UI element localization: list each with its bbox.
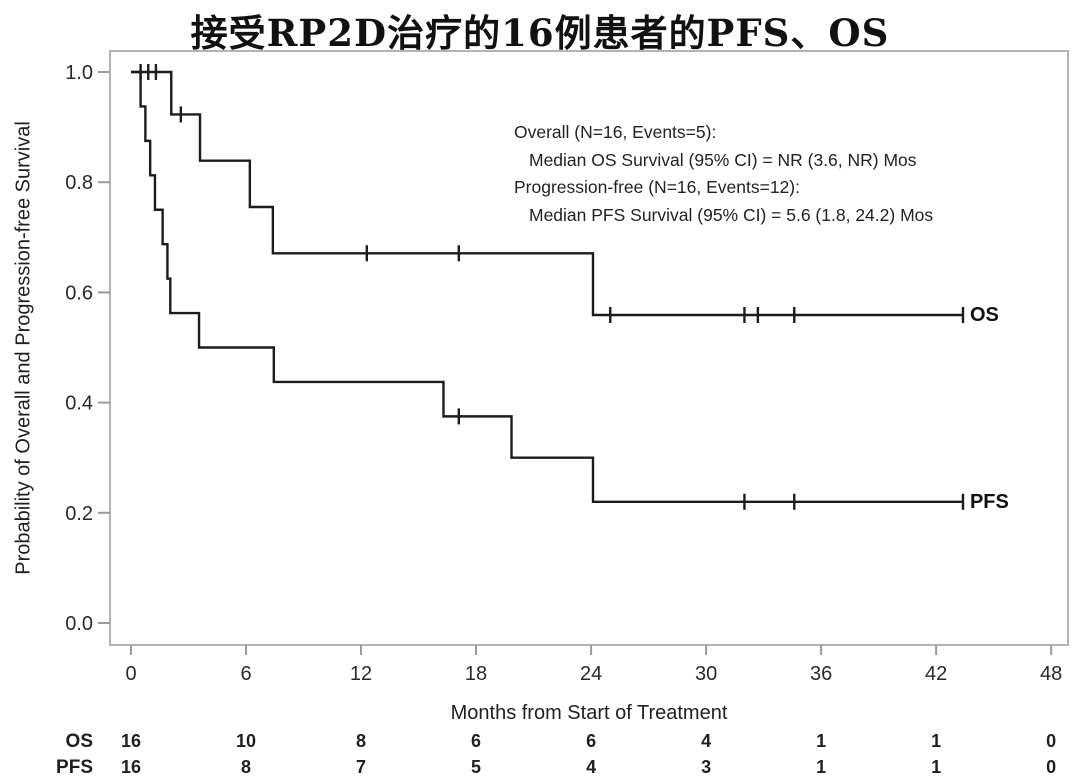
at-risk-count: 0 <box>1046 757 1056 777</box>
y-tick-label: 0.0 <box>65 613 93 635</box>
at-risk-count: 10 <box>236 731 256 751</box>
annotation-os-median: Median OS Survival (95% CI) = NR (3.6, N… <box>529 149 917 170</box>
x-axis-title: Months from Start of Treatment <box>450 702 728 724</box>
x-tick-label: 42 <box>925 663 947 685</box>
os-curve-label: OS <box>969 303 999 326</box>
x-tick-label: 18 <box>465 663 487 685</box>
at-risk-count: 3 <box>701 757 711 777</box>
y-tick-label: 0.2 <box>65 503 93 525</box>
annotation-os-header: Overall (N=16, Events=5): <box>514 122 717 142</box>
at-risk-count: 16 <box>121 731 141 751</box>
at-risk-count: 4 <box>701 731 711 751</box>
at-risk-count: 1 <box>931 731 941 751</box>
x-tick-label: 48 <box>1040 663 1062 685</box>
x-tick-label: 36 <box>810 663 832 685</box>
stats-annotation: Overall (N=16, Events=5): Median OS Surv… <box>514 119 933 229</box>
y-tick-label: 0.8 <box>65 172 93 194</box>
at-risk-count: 4 <box>586 757 596 777</box>
at-risk-row-label: OS <box>66 731 93 752</box>
at-risk-row-label: PFS <box>56 757 93 778</box>
at-risk-count: 16 <box>121 757 141 777</box>
y-tick-label: 1.0 <box>65 62 93 84</box>
at-risk-count: 1 <box>931 757 941 777</box>
at-risk-count: 1 <box>816 757 826 777</box>
chart-title: 接受RP2D治疗的16例患者的PFS、OS <box>190 11 890 55</box>
annotation-pfs-header: Progression-free (N=16, Events=12): <box>514 177 800 197</box>
at-risk-count: 1 <box>816 731 826 751</box>
at-risk-count: 5 <box>471 757 481 777</box>
x-tick-label: 12 <box>350 663 372 685</box>
at-risk-count: 6 <box>586 731 596 751</box>
at-risk-count: 8 <box>241 757 251 777</box>
y-tick-label: 0.6 <box>65 282 93 304</box>
y-tick-label: 0.4 <box>65 393 93 415</box>
y-axis-title: Probability of Overall and Progression-f… <box>12 121 35 575</box>
annotation-pfs-median: Median PFS Survival (95% CI) = 5.6 (1.8,… <box>529 204 934 225</box>
pfs-curve-label: PFS <box>969 490 1009 513</box>
at-risk-count: 8 <box>356 731 366 751</box>
plot-frame <box>109 50 1069 646</box>
x-tick-label: 30 <box>695 663 717 685</box>
at-risk-count: 7 <box>356 757 366 777</box>
at-risk-count: 0 <box>1046 731 1056 751</box>
x-tick-label: 24 <box>580 663 602 685</box>
pfs-survival-curve <box>131 70 963 503</box>
at-risk-count: 6 <box>471 731 481 751</box>
os-survival-curve <box>131 70 963 317</box>
x-tick-label: 0 <box>125 663 136 685</box>
x-tick-label: 6 <box>240 663 251 685</box>
